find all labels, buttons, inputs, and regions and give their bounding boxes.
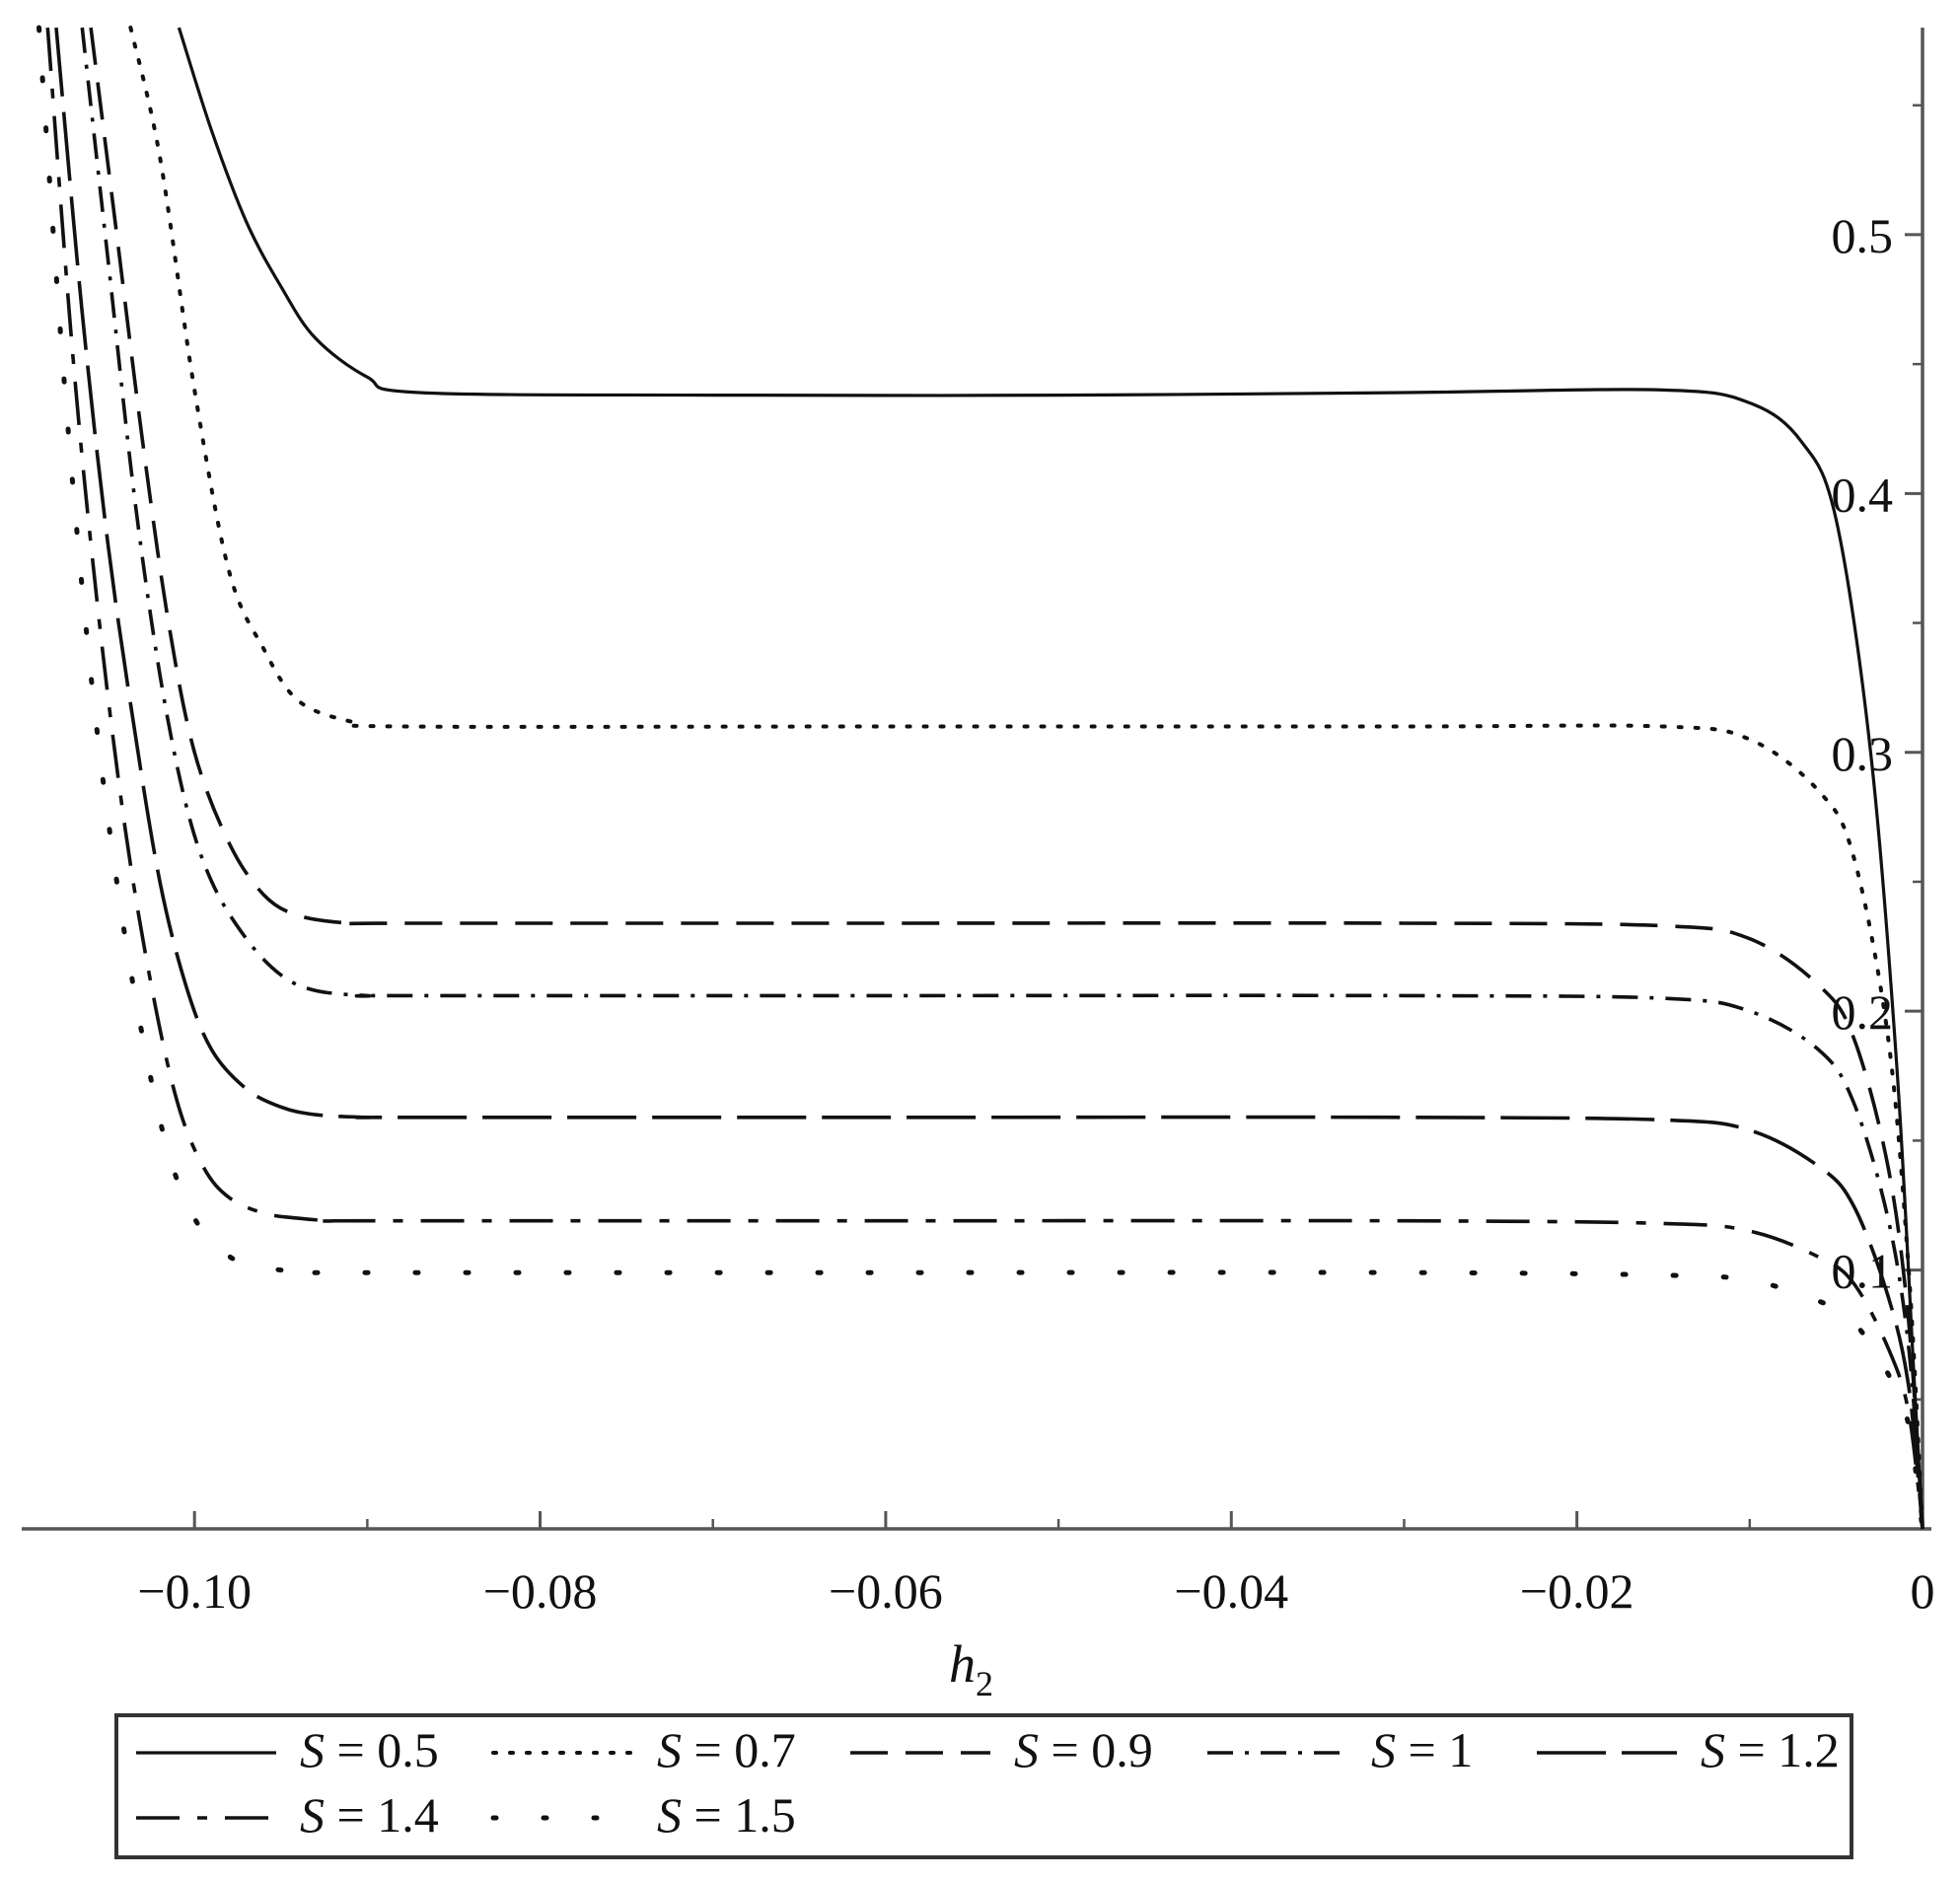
legend-entry-5: S = 1.2: [1533, 1721, 1858, 1782]
legend-label: S = 0.5: [300, 1721, 439, 1778]
legend-label-value: = 0.7: [682, 1722, 796, 1777]
x-axis-title-main: h: [949, 1634, 976, 1694]
legend-label-symbol: S: [1371, 1722, 1396, 1777]
legend-entry-1: S = 0.5: [132, 1721, 458, 1782]
legend-swatch: [136, 1816, 276, 1820]
legend-label-symbol: S: [300, 1787, 325, 1843]
y-tick-label: 0.4: [1832, 467, 1894, 522]
legend-entry-4: S = 1: [1203, 1721, 1529, 1782]
legend-swatch: [1537, 1751, 1677, 1755]
legend-label-symbol: S: [1701, 1722, 1725, 1777]
legend-label-symbol: S: [657, 1787, 682, 1843]
series-line-6: [45, 27, 1924, 1530]
legend-entry-3: S = 0.9: [846, 1721, 1172, 1782]
x-tick-label: −0.10: [137, 1563, 252, 1619]
legend-label-value: = 1.2: [1725, 1722, 1840, 1777]
legend-label: S = 1.5: [657, 1786, 796, 1844]
y-tick-label: 0.3: [1832, 726, 1894, 781]
series-line-1: [177, 27, 1924, 1530]
legend-label-value: = 0.5: [325, 1722, 439, 1777]
x-tick-label: −0.08: [483, 1563, 598, 1619]
legend-label-value: = 0.9: [1039, 1722, 1153, 1777]
series-line-7: [36, 25, 1925, 1532]
series-line-5: [54, 27, 1924, 1530]
x-tick-label: −0.02: [1520, 1563, 1634, 1619]
legend-label: S = 0.7: [657, 1721, 796, 1778]
legend-label-value: = 1.5: [682, 1787, 796, 1843]
legend-label-symbol: S: [657, 1722, 682, 1777]
legend-swatch: [491, 1751, 635, 1755]
legend-swatch: [1207, 1751, 1347, 1755]
x-axis-title-subscript: 2: [976, 1664, 993, 1703]
series-lines: [36, 25, 1925, 1532]
x-tick-label: −0.04: [1174, 1563, 1288, 1619]
x-tick-label: −0.06: [829, 1563, 943, 1619]
legend-label: S = 1.4: [300, 1786, 439, 1844]
series-line-2: [128, 26, 1924, 1531]
legend-label: S = 1: [1371, 1721, 1473, 1778]
x-tick-label: 0: [1911, 1563, 1935, 1619]
legend-label-value: = 1: [1396, 1722, 1474, 1777]
legend-label: S = 1.2: [1701, 1721, 1840, 1778]
legend-entry-2: S = 0.7: [489, 1721, 815, 1782]
legend-swatch: [490, 1815, 636, 1821]
series-line-3: [89, 27, 1924, 1530]
y-tick-label: 0.5: [1832, 208, 1894, 263]
legend-label: S = 0.9: [1014, 1721, 1153, 1778]
y-axis-ticks: 0.10.20.30.40.5: [1832, 104, 1923, 1402]
x-axis-title: h2: [949, 1634, 993, 1703]
legend-label-value: = 1.4: [325, 1787, 439, 1843]
legend-swatch: [136, 1751, 276, 1755]
legend-swatch: [850, 1751, 990, 1755]
legend-label-symbol: S: [1014, 1722, 1039, 1777]
legend-label-symbol: S: [300, 1722, 325, 1777]
series-line-4: [80, 27, 1924, 1530]
legend-entry-6: S = 1.4: [132, 1786, 458, 1847]
legend-entry-7: S = 1.5: [489, 1786, 815, 1847]
